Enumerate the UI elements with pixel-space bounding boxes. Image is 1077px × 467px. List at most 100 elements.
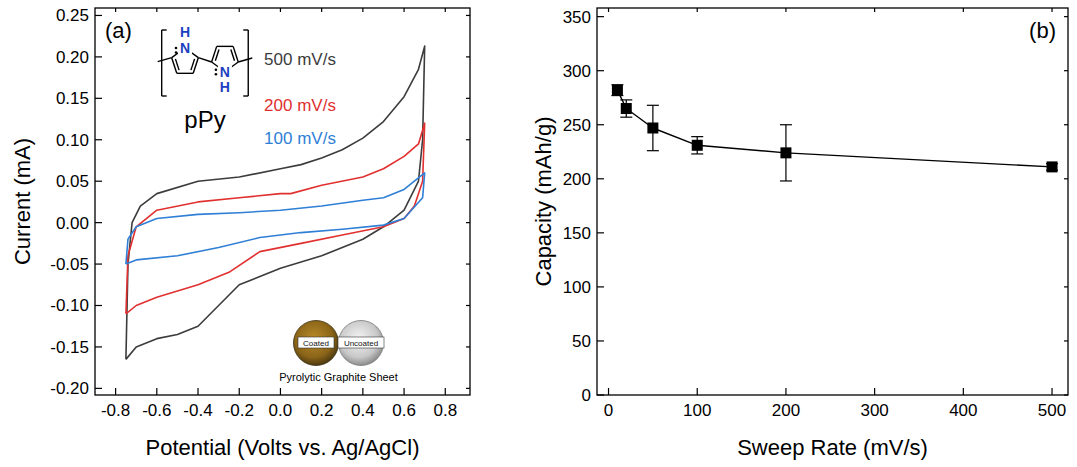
panel-label: (a) [105,18,132,43]
x-tick-label: 100 [683,401,711,420]
data-group [126,46,425,359]
y-tick [597,16,604,17]
atom-label: H [220,79,230,95]
x-tick [321,388,322,395]
error-cap [620,117,632,118]
x-tick-label: 0 [604,401,613,420]
y-tick [597,70,604,71]
error-cap [620,99,632,100]
lone-pair [175,47,178,50]
y-tick-label: -0.20 [50,379,89,398]
y-tick-label: 350 [563,8,591,27]
error-cap [691,153,703,154]
y-tick-label: 0 [582,386,591,405]
uncoated-disc [339,321,384,366]
x-tick [280,388,281,395]
x-tick-label: 0.4 [351,401,375,420]
x-tick [608,388,609,395]
error-cap [647,105,659,106]
series-label: 100 mV/s [264,129,336,148]
double-bond [191,59,195,70]
y-axis-title: Capacity (mAh/g) [531,117,556,287]
bracket [161,30,162,96]
y-tick-label: 200 [563,170,591,189]
annotations: pPyCoatedUncoatedPyrolytic Graphite Shee… [184,106,397,383]
bracket [162,29,167,30]
x-tick [963,388,964,395]
y-tick [95,139,102,140]
bracket [162,95,167,96]
atom-label: H [180,24,190,40]
double-bond [215,50,219,61]
x-tick [115,388,116,395]
x-tick [239,388,240,395]
y-tick [95,181,102,182]
error-bar [611,85,623,96]
x-axis-title: Sweep Rate (mV/s) [737,435,928,460]
y-tick-label: -0.10 [50,296,89,315]
bracket [243,29,248,30]
x-tick [197,388,198,395]
error-bar [647,105,659,150]
y-axis-title: Current (mA) [10,138,35,265]
series-label: 200 mV/s [264,96,336,115]
plot-frame [597,8,1068,395]
y-tick [95,346,102,347]
disc-label: Uncoated [344,339,378,348]
x-tick-label: 200 [772,401,800,420]
y-tick-label: 100 [563,278,591,297]
x-tick-label: 0.6 [392,401,416,420]
atom-ground [178,40,192,55]
x-tick-label: 0.0 [269,401,293,420]
x-tick [874,388,875,395]
x-tick [445,388,446,395]
disc-tag [298,337,334,348]
series-line [126,46,425,359]
y-tick [597,232,604,233]
atom-ground [218,65,232,80]
atom-label: N [220,64,230,80]
panel-label: (b) [1029,18,1056,43]
y-tick [95,222,102,223]
bond [177,73,193,74]
x-tick-label: 500 [1038,401,1066,420]
error-cap [647,150,659,151]
error-bar [691,137,703,154]
y-tick-label: 150 [563,224,591,243]
panel: 0100200300400500050100150200250300350Swe… [531,8,1068,460]
y-tick-label: 0.00 [56,214,89,233]
y-tick [597,286,604,287]
y-tick [95,98,102,99]
bond [158,58,172,62]
series-line [126,173,425,264]
marker [1047,161,1058,172]
y-tick-label: 0.25 [56,6,89,25]
error-cap [780,124,792,125]
error-bar [620,100,632,117]
marker [612,85,623,96]
error-cap [691,136,703,137]
y-tick-label: -0.15 [50,338,89,357]
marker [692,140,703,151]
disc-label: Coated [303,339,329,348]
x-tick [1051,388,1052,395]
y-tick-label: 0.20 [56,48,89,67]
bond [198,58,211,62]
x-tick-label: 300 [860,401,888,420]
x-tick [156,388,157,395]
y-tick-label: -0.05 [50,255,89,274]
lone-pair [215,73,218,76]
molecule-label: pPy [184,106,225,133]
bond [217,46,233,47]
y-tick-label: 0.05 [56,172,89,191]
y-tick [95,305,102,306]
structure: HNNH [158,24,253,96]
bracket [248,30,249,96]
y-tick [95,56,102,57]
lone-pair [175,51,178,54]
x-tick-label: -0.8 [101,401,130,420]
marker [780,147,791,158]
y-tick-label: 0.10 [56,131,89,150]
x-tick-label: -0.2 [225,401,254,420]
y-tick [597,340,604,341]
